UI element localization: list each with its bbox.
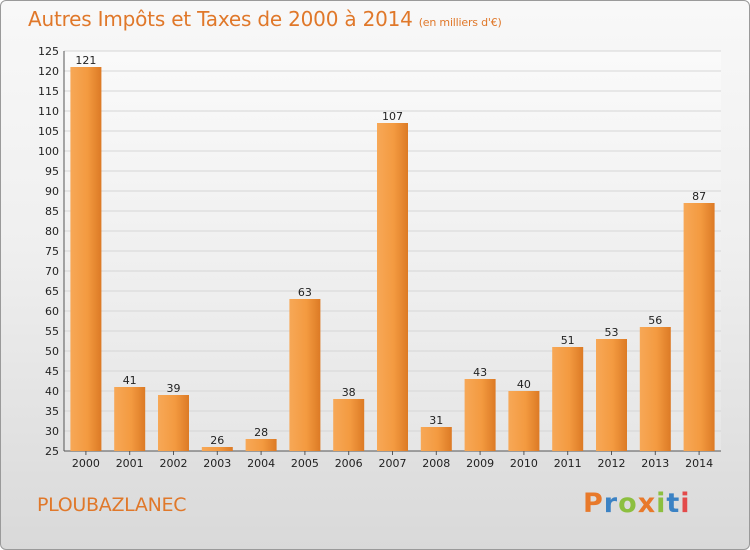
x-tick-label: 2001 (116, 457, 144, 470)
chart-title: Autres Impôts et Taxes de 2000 à 2014 (en… (28, 7, 502, 31)
y-tick-label: 80 (45, 225, 59, 238)
y-tick-label: 115 (38, 85, 59, 98)
y-tick-label: 110 (38, 105, 59, 118)
logo-letter: x (637, 488, 657, 519)
y-tick-label: 70 (45, 265, 59, 278)
y-tick-label: 95 (45, 165, 59, 178)
x-tick-label: 2010 (510, 457, 538, 470)
y-tick-label: 30 (45, 425, 59, 438)
logo-letter: r (603, 488, 619, 519)
bar-value-label: 51 (561, 334, 575, 347)
logo-letter: i (656, 488, 667, 519)
bar-value-label: 107 (382, 110, 403, 123)
logo-letter: i (680, 488, 691, 519)
bar (420, 427, 452, 451)
y-tick-label: 125 (38, 45, 59, 58)
chart-subtitle: (en milliers d'€) (418, 16, 502, 29)
x-tick-label: 2011 (554, 457, 582, 470)
x-tick-label: 2012 (598, 457, 626, 470)
y-tick-label: 50 (45, 345, 59, 358)
bar (114, 387, 146, 451)
y-tick-label: 90 (45, 185, 59, 198)
y-tick-label: 40 (45, 385, 59, 398)
x-tick-label: 2009 (466, 457, 494, 470)
bar-value-label: 53 (605, 326, 619, 339)
y-tick-label: 120 (38, 65, 59, 78)
bar-value-label: 87 (692, 190, 706, 203)
bar-value-label: 39 (167, 382, 181, 395)
bar (158, 395, 189, 451)
plot-area: 25 30 35 40 45 50 55 60 65 70 75 80 85 90 95 100 105 110 1… (38, 45, 721, 470)
bar-value-label: 56 (648, 314, 662, 327)
bar (639, 327, 671, 451)
logo-letter: P (583, 488, 604, 519)
bar (289, 299, 321, 451)
bar-value-label: 28 (254, 426, 268, 439)
bar (201, 447, 233, 451)
y-tick-label: 75 (45, 245, 59, 258)
y-tick-label: 60 (45, 305, 59, 318)
bar-value-label: 40 (517, 378, 531, 391)
proxiti-logo[interactable]: Proxiti (583, 488, 691, 519)
x-tick-label: 2008 (422, 457, 450, 470)
y-tick-label: 25 (45, 445, 59, 458)
bar-value-label: 41 (123, 374, 137, 387)
bar (377, 123, 408, 451)
x-tick-label: 2002 (160, 457, 188, 470)
bar (245, 439, 277, 451)
x-tick-label: 2005 (291, 457, 319, 470)
y-tick-label: 55 (45, 325, 59, 338)
bar (464, 379, 496, 451)
x-tick-label: 2006 (335, 457, 363, 470)
x-tick-label: 2014 (685, 457, 713, 470)
y-tick-label: 105 (38, 125, 59, 138)
x-tick-label: 2013 (641, 457, 669, 470)
x-tick-label: 2007 (379, 457, 407, 470)
y-tick-label: 65 (45, 285, 59, 298)
bar-value-label: 43 (473, 366, 487, 379)
logo-letter: o (618, 488, 638, 519)
chart-title-text: Autres Impôts et Taxes de 2000 à 2014 (28, 7, 413, 31)
x-tick-label: 2003 (203, 457, 231, 470)
logo-letter: t (666, 488, 681, 519)
y-tick-label: 45 (45, 365, 59, 378)
bar-value-label: 63 (298, 286, 312, 299)
y-tick-label: 85 (45, 205, 59, 218)
bar-value-label: 26 (210, 434, 224, 447)
y-tick-label: 35 (45, 405, 59, 418)
bar-value-label: 38 (342, 386, 356, 399)
bar (508, 391, 540, 451)
commune-name: PLOUBAZLANEC (37, 494, 187, 516)
bar (70, 67, 102, 451)
bar (333, 399, 365, 451)
y-tick-label: 100 (38, 145, 59, 158)
x-tick-label: 2000 (72, 457, 100, 470)
bar (596, 339, 627, 451)
bar (683, 203, 715, 451)
bar-value-label: 121 (75, 54, 96, 67)
bar-value-label: 31 (429, 414, 443, 427)
x-tick-label: 2004 (247, 457, 275, 470)
bar (552, 347, 584, 451)
